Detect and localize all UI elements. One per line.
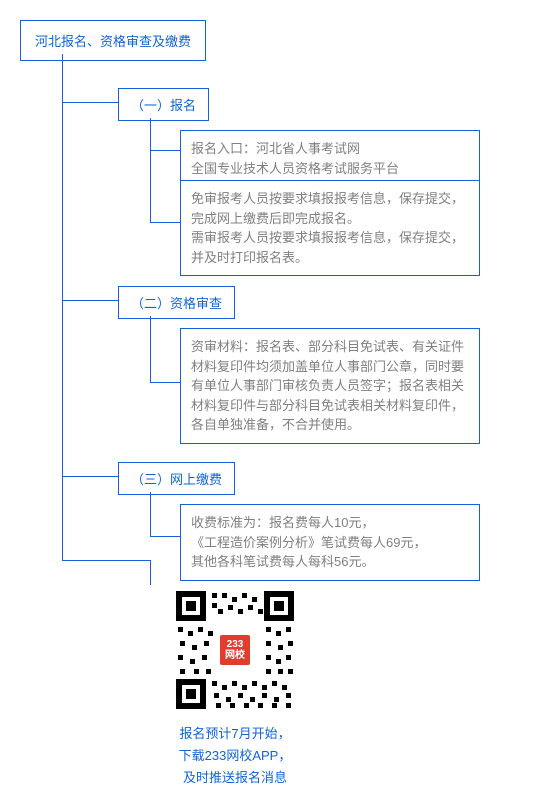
- qr-caption-line: 下载233网校APP，: [150, 745, 320, 767]
- stub-line: [150, 382, 180, 383]
- branch-line: [62, 560, 150, 561]
- stub-line: [150, 560, 151, 585]
- qr-section: 233 网校 报名预计7月开始， 下载233网校APP， 及时推送报名消息: [150, 585, 320, 789]
- section-1-label: （一）报名: [118, 88, 209, 121]
- section-2-box-1: 资审材料：报名表、部分科目免试表、有关证件材料复印件均须加盖单位人事部门公章，同…: [180, 328, 480, 444]
- qr-code: 233 网校: [170, 585, 300, 715]
- section-3-label: （三）网上缴费: [118, 462, 235, 495]
- stub-line: [150, 536, 180, 537]
- qr-badge-top: 233: [227, 639, 244, 650]
- qr-badge-bottom: 网校: [225, 650, 245, 661]
- stub-line: [150, 492, 151, 536]
- qr-caption-line: 报名预计7月开始，: [150, 723, 320, 745]
- stub-line: [150, 316, 151, 382]
- branch-line: [62, 476, 118, 477]
- branch-line: [62, 300, 118, 301]
- content-text: 报名入口：河北省人事考试网全国专业技术人员资格考试服务平台: [191, 141, 399, 176]
- diagram-title: 河北报名、资格审查及缴费: [20, 20, 206, 61]
- qr-badge: 233 网校: [218, 633, 252, 667]
- trunk-line: [62, 54, 63, 560]
- section-2-label: （二）资格审查: [118, 286, 235, 319]
- content-text: 资审材料：报名表、部分科目免试表、有关证件材料复印件均须加盖单位人事部门公章，同…: [191, 339, 464, 432]
- branch-line: [62, 102, 118, 103]
- stub-line: [150, 150, 180, 151]
- content-text: 免审报考人员按要求填报报考信息，保存提交，完成网上缴费后即完成报名。需审报考人员…: [191, 191, 464, 265]
- section-3-box-1: 收费标准为：报名费每人10元，《工程造价案例分析》笔试费每人69元，其他各科笔试…: [180, 504, 480, 581]
- content-text: 收费标准为：报名费每人10元，《工程造价案例分析》笔试费每人69元，其他各科笔试…: [191, 515, 426, 569]
- qr-caption-line: 及时推送报名消息: [150, 767, 320, 789]
- section-1-box-2: 免审报考人员按要求填报报考信息，保存提交，完成网上缴费后即完成报名。需审报考人员…: [180, 180, 480, 276]
- section-1-box-1: 报名入口：河北省人事考试网全国专业技术人员资格考试服务平台: [180, 130, 480, 187]
- stub-line: [150, 222, 180, 223]
- stub-line: [150, 118, 151, 223]
